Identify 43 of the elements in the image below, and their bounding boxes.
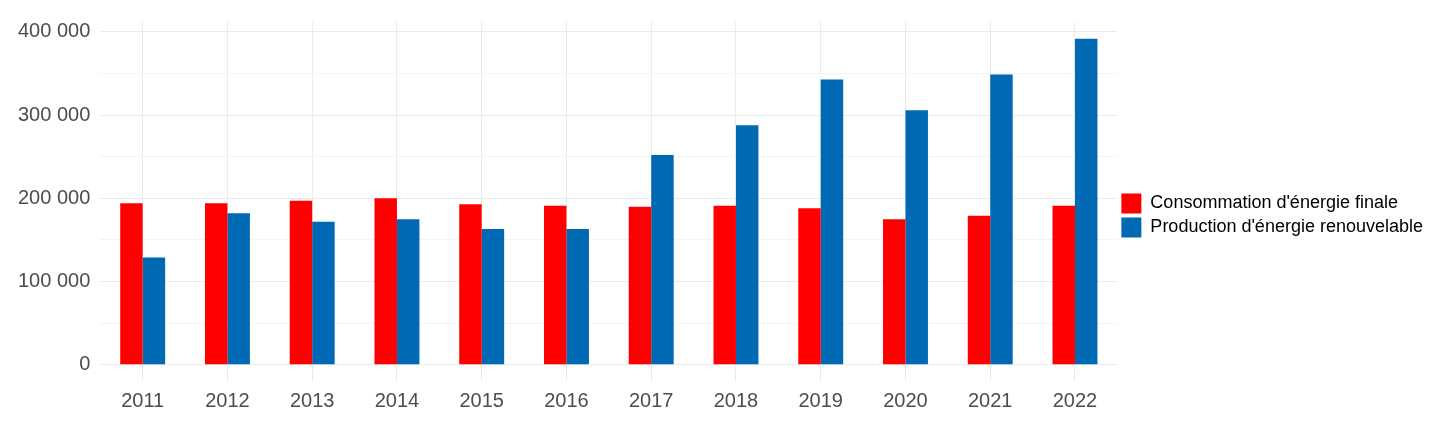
x-tick-label: 2017 [628,388,674,411]
bar [990,74,1013,365]
bar [820,79,844,365]
bar [227,213,250,365]
bar [544,205,567,365]
bar [651,155,674,365]
bar [883,219,906,365]
bar [905,110,928,365]
y-tick-label: 300 000 [18,102,91,125]
bar [967,215,991,365]
x-tick-label: 2015 [459,388,504,411]
y-tick-label: 200 000 [18,185,91,208]
bar [1052,205,1075,365]
bar [312,221,335,365]
bar [120,203,143,365]
bar [1074,38,1098,365]
x-tick-label: 2013 [289,388,335,411]
x-tick-label: 2021 [967,388,1013,411]
x-tick-label: 2022 [1052,388,1098,411]
bar [713,205,736,365]
x-tick-label: 2011 [121,388,165,411]
bar [481,229,505,365]
bar [142,257,166,365]
bar [798,208,821,365]
legend-label: Consommation d'énergie finale [1150,192,1398,213]
bar [204,203,228,365]
x-tick-label: 2012 [205,388,250,411]
bar [628,206,652,365]
x-tick-label: 2020 [883,388,928,411]
legend-label: Production d'énergie renouvelable [1150,216,1424,237]
bar [374,198,397,365]
x-tick-label: 2016 [544,388,589,411]
y-tick-label: 100 000 [18,269,91,292]
x-tick-label: 2019 [798,388,843,411]
y-tick-label: 400 000 [18,19,91,42]
x-tick-label: 2014 [374,388,420,411]
x-tick-label: 2018 [713,388,759,411]
y-tick-label: 0 [79,352,91,375]
bar [735,125,759,365]
bar [459,204,482,365]
bar [566,229,589,365]
bar [289,200,313,365]
bar [396,219,420,365]
